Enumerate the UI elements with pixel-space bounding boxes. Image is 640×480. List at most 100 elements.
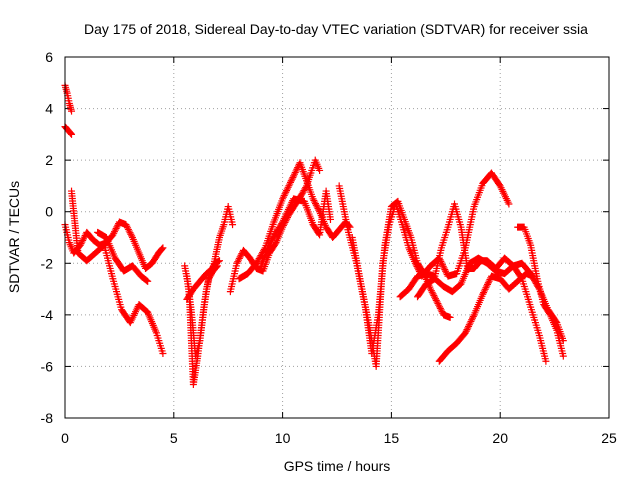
data-point — [468, 316, 476, 324]
x-tick-label: 0 — [61, 430, 69, 446]
data-point — [483, 282, 491, 290]
data-point — [237, 251, 245, 259]
x-tick-label: 5 — [170, 430, 178, 446]
data-point — [127, 230, 135, 238]
data-point — [542, 357, 550, 365]
data-point — [315, 230, 323, 238]
data-point — [467, 317, 475, 325]
data-point — [480, 287, 488, 295]
data-point — [124, 224, 132, 232]
data-point — [111, 226, 119, 234]
data-point — [79, 236, 87, 244]
series-track-3 — [61, 218, 167, 272]
data-point — [286, 180, 294, 188]
data-point — [435, 301, 443, 309]
data-point — [80, 233, 88, 241]
data-point — [484, 280, 492, 288]
data-point — [466, 319, 474, 327]
data-point — [434, 300, 442, 308]
scatter-points — [61, 81, 567, 388]
x-axis-label: GPS time / hours — [284, 458, 391, 474]
data-point — [287, 178, 295, 186]
data-point — [428, 288, 436, 296]
series-track-8 — [183, 203, 237, 303]
data-point — [436, 304, 444, 312]
data-point — [67, 129, 75, 137]
data-point — [229, 221, 237, 229]
data-point — [442, 267, 450, 275]
data-point — [309, 195, 317, 203]
data-point — [314, 204, 322, 212]
data-point — [310, 196, 318, 204]
data-point — [326, 215, 334, 223]
data-point — [68, 107, 76, 115]
y-tick-label: -8 — [41, 410, 54, 426]
chart-title: Day 175 of 2018, Sidereal Day-to-day VTE… — [84, 21, 588, 37]
data-point — [412, 261, 420, 269]
data-point — [481, 285, 489, 293]
data-point — [315, 206, 323, 214]
data-point — [278, 219, 286, 227]
data-point — [312, 200, 320, 208]
data-point — [431, 293, 439, 301]
data-point — [312, 201, 320, 209]
data-point — [144, 277, 152, 285]
data-point — [545, 310, 553, 318]
data-point — [233, 259, 241, 267]
data-point — [316, 166, 324, 174]
data-point — [283, 187, 291, 195]
plot-frame — [64, 56, 610, 419]
data-point — [465, 322, 473, 330]
data-point — [125, 227, 133, 235]
data-point — [461, 329, 469, 337]
data-point — [464, 324, 472, 332]
data-point — [124, 225, 132, 233]
data-point — [109, 231, 117, 239]
data-point — [288, 175, 296, 183]
data-point — [113, 223, 121, 231]
data-point — [234, 258, 242, 266]
series-track-1 — [61, 81, 76, 115]
data-point — [430, 292, 438, 300]
data-point — [285, 182, 293, 190]
series-track-17 — [514, 223, 567, 360]
data-point — [469, 314, 477, 322]
data-point — [485, 277, 493, 285]
data-point — [290, 170, 298, 178]
x-tick-label: 10 — [275, 430, 291, 446]
data-point — [427, 285, 435, 293]
data-point — [446, 313, 454, 321]
data-point — [290, 172, 298, 180]
y-tick-label: -4 — [41, 307, 54, 323]
series-track-5 — [94, 228, 152, 285]
data-point — [283, 185, 291, 193]
data-point — [126, 229, 134, 237]
series-track-11 — [257, 187, 334, 270]
data-point — [111, 228, 119, 236]
data-point — [279, 195, 287, 203]
data-point — [462, 327, 470, 335]
data-point — [414, 264, 422, 272]
data-point — [480, 289, 488, 297]
data-point — [236, 253, 244, 261]
data-point — [411, 259, 419, 267]
data-point — [505, 200, 513, 208]
data-point — [469, 312, 477, 320]
data-point — [143, 277, 151, 285]
grid-lines — [65, 57, 609, 418]
series-track-10 — [235, 159, 354, 283]
data-point — [311, 198, 319, 206]
data-point — [159, 350, 167, 358]
data-point — [559, 352, 567, 360]
y-axis-label: SDTVAR / TECUs — [6, 181, 22, 293]
data-point — [79, 235, 87, 243]
data-point — [110, 229, 118, 237]
data-point — [282, 188, 290, 196]
data-point — [112, 224, 120, 232]
data-point — [159, 244, 167, 252]
data-point — [440, 264, 448, 272]
data-point — [292, 167, 300, 175]
x-tick-label: 25 — [601, 430, 617, 446]
data-point — [432, 296, 440, 304]
